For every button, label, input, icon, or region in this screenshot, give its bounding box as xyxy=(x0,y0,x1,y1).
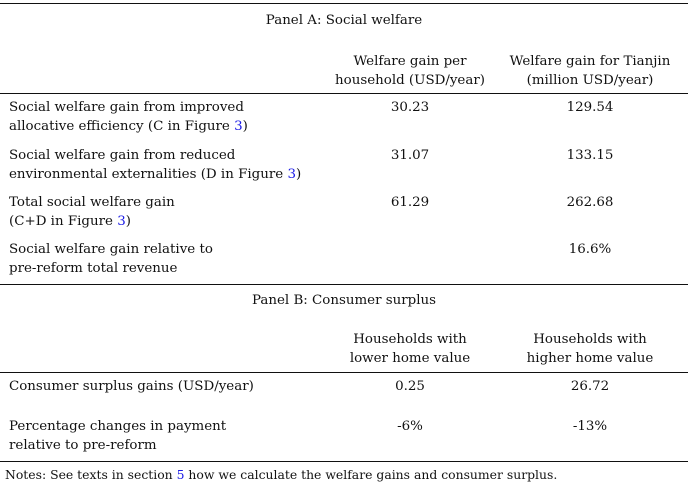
panel-separator-rule xyxy=(0,284,688,285)
panel-b-header-rule xyxy=(0,372,688,373)
table-notes: Notes: See texts in section 5 how we cal… xyxy=(5,467,558,482)
panel-b-row-1-value1: 0.25 xyxy=(395,379,425,394)
panel-b-row-1-label: Consumer surplus gains (USD/year) xyxy=(9,379,254,394)
panel-b-row-2-label-line2: relative to pre-reform xyxy=(9,438,157,453)
panel-b-col2-header-line2: lower home value xyxy=(349,351,471,366)
panel-a-row-1-label-line1: Social welfare gain from improved xyxy=(9,100,244,115)
panel-b-col3-header-line1: Households with xyxy=(533,332,647,347)
panel-a-row-3-label-line2: (C+D in Figure 3) xyxy=(9,214,131,229)
panel-a-row-1-value1: 30.23 xyxy=(390,100,430,115)
panel-a-row-2-value2: 133.15 xyxy=(566,148,614,163)
panel-b-title: Panel B: Consumer surplus xyxy=(251,293,437,308)
panel-a-col3-header-line2: (million USD/year) xyxy=(526,73,654,88)
table-bottom-rule xyxy=(0,461,688,462)
panel-a-row-2-label-line1: Social welfare gain from reduced xyxy=(9,148,236,163)
panel-b-col3-header-line2: higher home value xyxy=(526,351,654,366)
panel-a-row-2-value1: 31.07 xyxy=(390,148,430,163)
panel-b-row-2-value2: -13% xyxy=(572,419,608,434)
panel-a-row-4-label-line1: Social welfare gain relative to xyxy=(9,242,213,257)
figure-link[interactable]: 3 xyxy=(234,119,243,134)
panel-b-col2-header-line1: Households with xyxy=(353,332,467,347)
panel-a-col2-header-line1: Welfare gain per xyxy=(353,54,467,69)
panel-a-title: Panel A: Social welfare xyxy=(265,13,423,28)
panel-a-col3-header-line1: Welfare gain for Tianjin xyxy=(509,54,671,69)
panel-a-row-2-label-line2: environmental externalities (D in Figure… xyxy=(9,167,302,182)
table-top-rule xyxy=(0,3,688,4)
panel-a-row-3-value2: 262.68 xyxy=(566,195,614,210)
panel-b-row-1-value2: 26.72 xyxy=(570,379,610,394)
panel-a-row-1-label-line2: allocative efficiency (C in Figure 3) xyxy=(9,119,248,134)
panel-a-header-rule xyxy=(0,93,688,94)
panel-a-row-3-label-line1: Total social welfare gain xyxy=(9,195,175,210)
panel-a-row-4-label-line2: pre-reform total revenue xyxy=(9,261,178,276)
section-link[interactable]: 5 xyxy=(176,467,185,482)
figure-link[interactable]: 3 xyxy=(117,214,126,229)
panel-a-col2-header-line2: household (USD/year) xyxy=(335,73,485,88)
panel-a-row-4-value2: 16.6% xyxy=(568,242,612,257)
panel-a-row-3-value1: 61.29 xyxy=(390,195,430,210)
figure-link[interactable]: 3 xyxy=(287,167,296,182)
panel-b-row-2-label-line1: Percentage changes in payment xyxy=(9,419,227,434)
panel-b-row-2-value1: -6% xyxy=(397,419,423,434)
panel-a-row-1-value2: 129.54 xyxy=(566,100,614,115)
